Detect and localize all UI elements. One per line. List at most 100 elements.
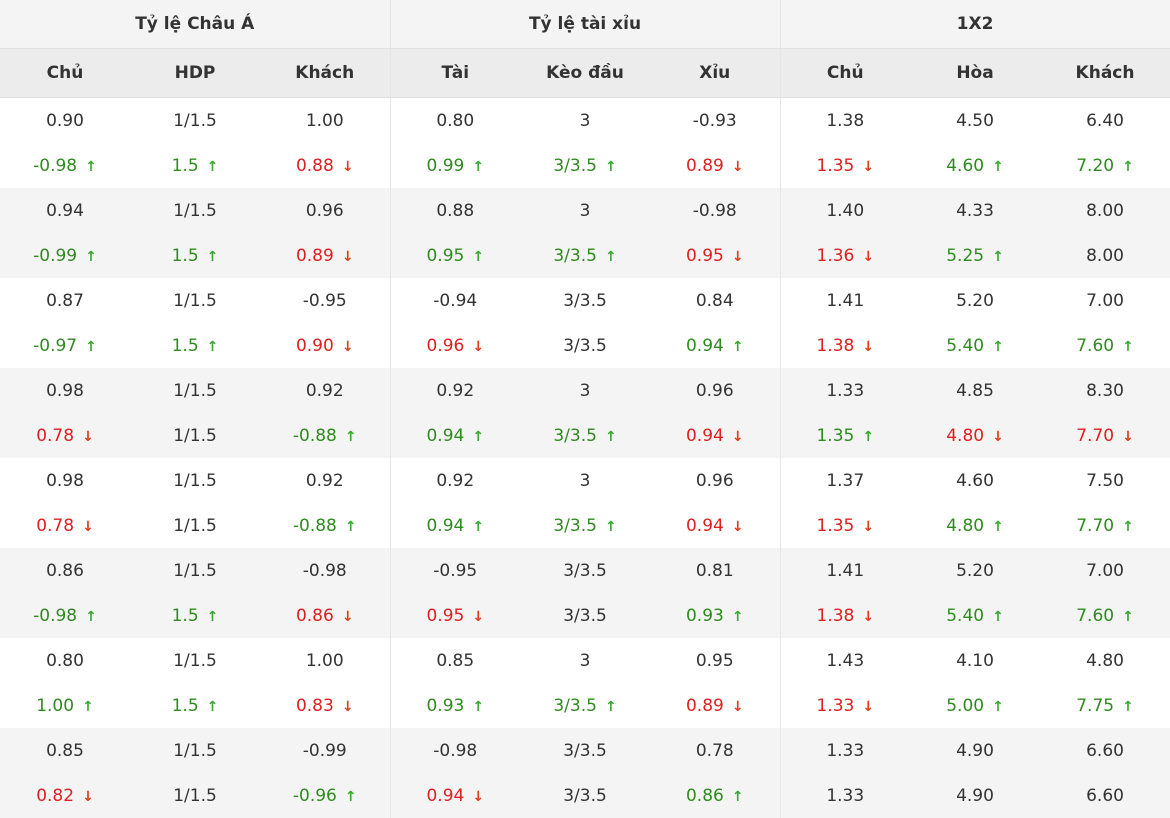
odds-value: 1.5 [172, 606, 199, 626]
odds-cell-1x2-away: 7.70↓ [1040, 413, 1170, 458]
col-header-1x2-home: Chủ [780, 49, 910, 98]
odds-cell-under: 0.86↑ [650, 773, 780, 818]
odds-value: 1/1.5 [173, 471, 217, 491]
column-header-row: Chủ HDP Khách Tài Kèo đầu Xỉu Chủ Hòa Kh… [0, 49, 1170, 98]
odds-value: 3/3.5 [563, 291, 607, 311]
odds-value: 6.40 [1086, 111, 1124, 131]
arrow-up-icon: ↑ [1122, 699, 1134, 715]
odds-cell-hdp: 1.5↑ [130, 233, 260, 278]
odds-cell-opening-line: 3 [520, 188, 650, 233]
odds-cell-away: -0.88↑ [260, 503, 390, 548]
odds-cell-hdp: 1.5↑ [130, 593, 260, 638]
odds-value: 7.00 [1086, 561, 1124, 581]
odds-cell-over: 0.85 [390, 638, 520, 683]
odds-cell-opening-line: 3/3.5 [520, 323, 650, 368]
odds-cell-1x2-home: 1.35↓ [780, 143, 910, 188]
arrow-down-icon: ↓ [992, 429, 1004, 445]
odds-cell-opening-line: 3/3.5↑ [520, 413, 650, 458]
odds-cell-1x2-away: 6.60 [1040, 773, 1170, 818]
odds-value: 4.33 [956, 201, 994, 221]
odds-value: 1.5 [172, 696, 199, 716]
arrow-up-icon: ↑ [85, 249, 97, 265]
arrow-up-icon: ↑ [1122, 519, 1134, 535]
odds-value: 0.90 [46, 111, 84, 131]
odds-cell-home: -0.98 ↑ [0, 593, 130, 638]
arrow-down-icon: ↓ [342, 699, 354, 715]
odds-cell-under: 0.84 [650, 278, 780, 323]
odds-value: 1.00 [36, 696, 74, 716]
odds-value: 0.94 [426, 786, 464, 806]
odds-value: -0.97 [33, 336, 77, 356]
odds-value: 8.00 [1086, 246, 1124, 266]
arrow-up-icon: ↑ [605, 159, 617, 175]
odds-value: 0.94 [686, 516, 724, 536]
odds-cell-draw: 4.85 [910, 368, 1040, 413]
odds-value: 5.00 [946, 696, 984, 716]
odds-cell-draw: 5.40↑ [910, 323, 1040, 368]
odds-value: 1.00 [306, 651, 344, 671]
odds-cell-opening-line: 3/3.5 [520, 278, 650, 323]
odds-cell-under: 0.89↓ [650, 143, 780, 188]
odds-value: 3/3.5 [563, 561, 607, 581]
odds-cell-1x2-home: 1.41 [780, 548, 910, 593]
odds-cell-1x2-home: 1.33↓ [780, 683, 910, 728]
odds-value: 4.80 [1086, 651, 1124, 671]
odds-value: 1.5 [172, 336, 199, 356]
arrow-down-icon: ↓ [862, 249, 874, 265]
arrow-up-icon: ↑ [992, 159, 1004, 175]
odds-value: -0.98 [33, 606, 77, 626]
odds-value: 1/1.5 [173, 291, 217, 311]
odds-value: 0.89 [296, 246, 334, 266]
odds-value: 3 [580, 381, 591, 401]
arrow-up-icon: ↑ [472, 519, 484, 535]
arrow-up-icon: ↑ [732, 339, 744, 355]
odds-cell-hdp: 1/1.5 [130, 503, 260, 548]
odds-value: 1/1.5 [173, 651, 217, 671]
odds-value: 3/3.5 [553, 696, 597, 716]
odds-value: 7.00 [1086, 291, 1124, 311]
odds-value: 1.38 [826, 111, 864, 131]
odds-value: 3/3.5 [553, 426, 597, 446]
arrow-up-icon: ↑ [207, 339, 219, 355]
odds-cell-over: 0.88 [390, 188, 520, 233]
odds-cell-1x2-away: 7.60↑ [1040, 323, 1170, 368]
odds-value: 3/3.5 [553, 516, 597, 536]
odds-cell-home: 0.94 [0, 188, 130, 233]
odds-value: 0.98 [46, 381, 84, 401]
odds-value: 0.96 [696, 471, 734, 491]
odds-cell-hdp: 1.5↑ [130, 683, 260, 728]
odds-value: 0.96 [306, 201, 344, 221]
arrow-up-icon: ↑ [992, 249, 1004, 265]
arrow-up-icon: ↑ [732, 609, 744, 625]
odds-value: 0.85 [436, 651, 474, 671]
odds-cell-draw: 4.60 [910, 458, 1040, 503]
odds-cell-1x2-away: 7.50 [1040, 458, 1170, 503]
odds-value: 0.88 [436, 201, 474, 221]
odds-value: -0.99 [303, 741, 347, 761]
odds-cell-opening-line: 3/3.5↑ [520, 143, 650, 188]
arrow-up-icon: ↑ [472, 249, 484, 265]
group-header-1x2: 1X2 [780, 0, 1170, 49]
odds-cell-draw: 4.90 [910, 728, 1040, 773]
arrow-down-icon: ↓ [862, 609, 874, 625]
odds-value: 1.41 [826, 291, 864, 311]
odds-value: 1/1.5 [173, 426, 217, 446]
odds-cell-under: 0.81 [650, 548, 780, 593]
odds-cell-1x2-away: 4.80 [1040, 638, 1170, 683]
odds-value: -0.95 [303, 291, 347, 311]
odds-cell-hdp: 1.5↑ [130, 143, 260, 188]
odds-cell-over: 0.80 [390, 98, 520, 144]
odds-cell-hdp: 1/1.5 [130, 368, 260, 413]
odds-value: 7.60 [1076, 606, 1114, 626]
col-header-opening-line: Kèo đầu [520, 49, 650, 98]
odds-cell-away: 0.92 [260, 368, 390, 413]
odds-value: 0.84 [696, 291, 734, 311]
arrow-up-icon: ↑ [85, 609, 97, 625]
odds-value: 7.50 [1086, 471, 1124, 491]
odds-cell-opening-line: 3/3.5↑ [520, 683, 650, 728]
odds-value: 5.40 [946, 606, 984, 626]
odds-cell-away: -0.95 [260, 278, 390, 323]
col-header-hdp: HDP [130, 49, 260, 98]
